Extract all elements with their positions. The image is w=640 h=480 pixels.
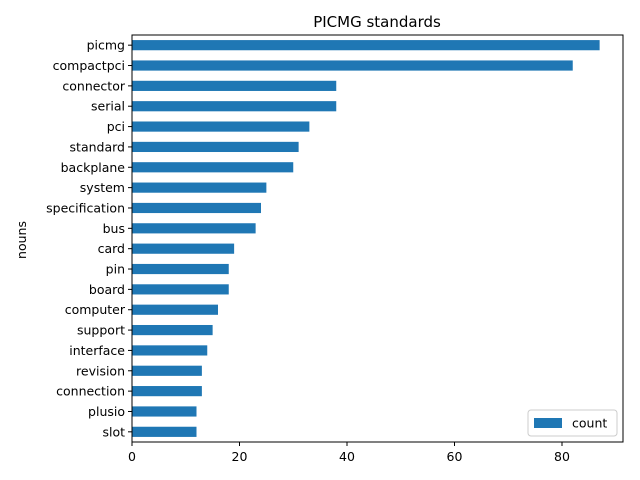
y-tick-label: card [98,241,125,256]
bar-connection [132,386,202,397]
y-tick-label: board [89,282,125,297]
chart-title: PICMG standards [313,13,441,31]
bar-bus [132,223,256,234]
bar-revision [132,365,202,376]
bar-picmg [132,40,600,51]
bar-compactpci [132,60,573,71]
bar-pin [132,263,229,275]
bar-backplane [132,162,294,173]
bars-group [132,40,600,437]
y-tick-label: slot [102,424,125,439]
y-tick-label: specification [46,200,125,215]
bar-plusio [132,406,197,417]
legend-label-count: count [572,416,607,431]
y-tick-label: connector [62,78,125,93]
x-tick-label: 40 [339,449,355,464]
bar-card [132,243,235,254]
legend: count [527,409,618,437]
bar-serial [132,101,337,112]
bar-connector [132,80,337,91]
y-tick-label: backplane [61,160,126,175]
y-tick-label: computer [65,302,126,317]
y-tick-label: standard [70,139,125,154]
plot-frame [131,34,624,443]
y-axis-label: nouns [14,221,29,259]
bar-system [132,182,267,193]
y-tick-label: picmg [87,38,125,53]
legend-swatch [534,418,562,428]
y-tick-label: revision [76,363,125,378]
bar-interface [132,345,208,356]
y-tick-label: pin [106,262,125,277]
y-tick-label: serial [91,99,125,114]
bar-support [132,324,213,336]
x-tick-label: 60 [447,449,463,464]
y-tick-label: connection [56,384,125,399]
y-tick-label: support [77,323,125,338]
x-tick-label: 20 [232,449,248,464]
y-tick-label: bus [103,221,125,236]
bar-specification [132,202,261,214]
y-tick-label: interface [69,343,125,358]
y-tick-label: plusio [88,404,125,419]
y-tick-label: system [80,180,125,195]
x-tick-label: 80 [554,449,570,464]
x-ticks-group: 0 20 40 60 80 [128,442,570,464]
bar-standard [132,141,299,153]
y-tick-label: compactpci [53,58,125,73]
y-tick-label: pci [107,119,125,134]
bar-pci [132,121,310,132]
bar-computer [132,304,218,315]
y-ticks-group: picmg compactpci connector serial pci standar… [46,38,132,439]
legend-box [527,409,618,437]
bar-board [132,284,229,295]
bar-slot [132,426,197,437]
x-tick-label: 0 [128,449,136,464]
